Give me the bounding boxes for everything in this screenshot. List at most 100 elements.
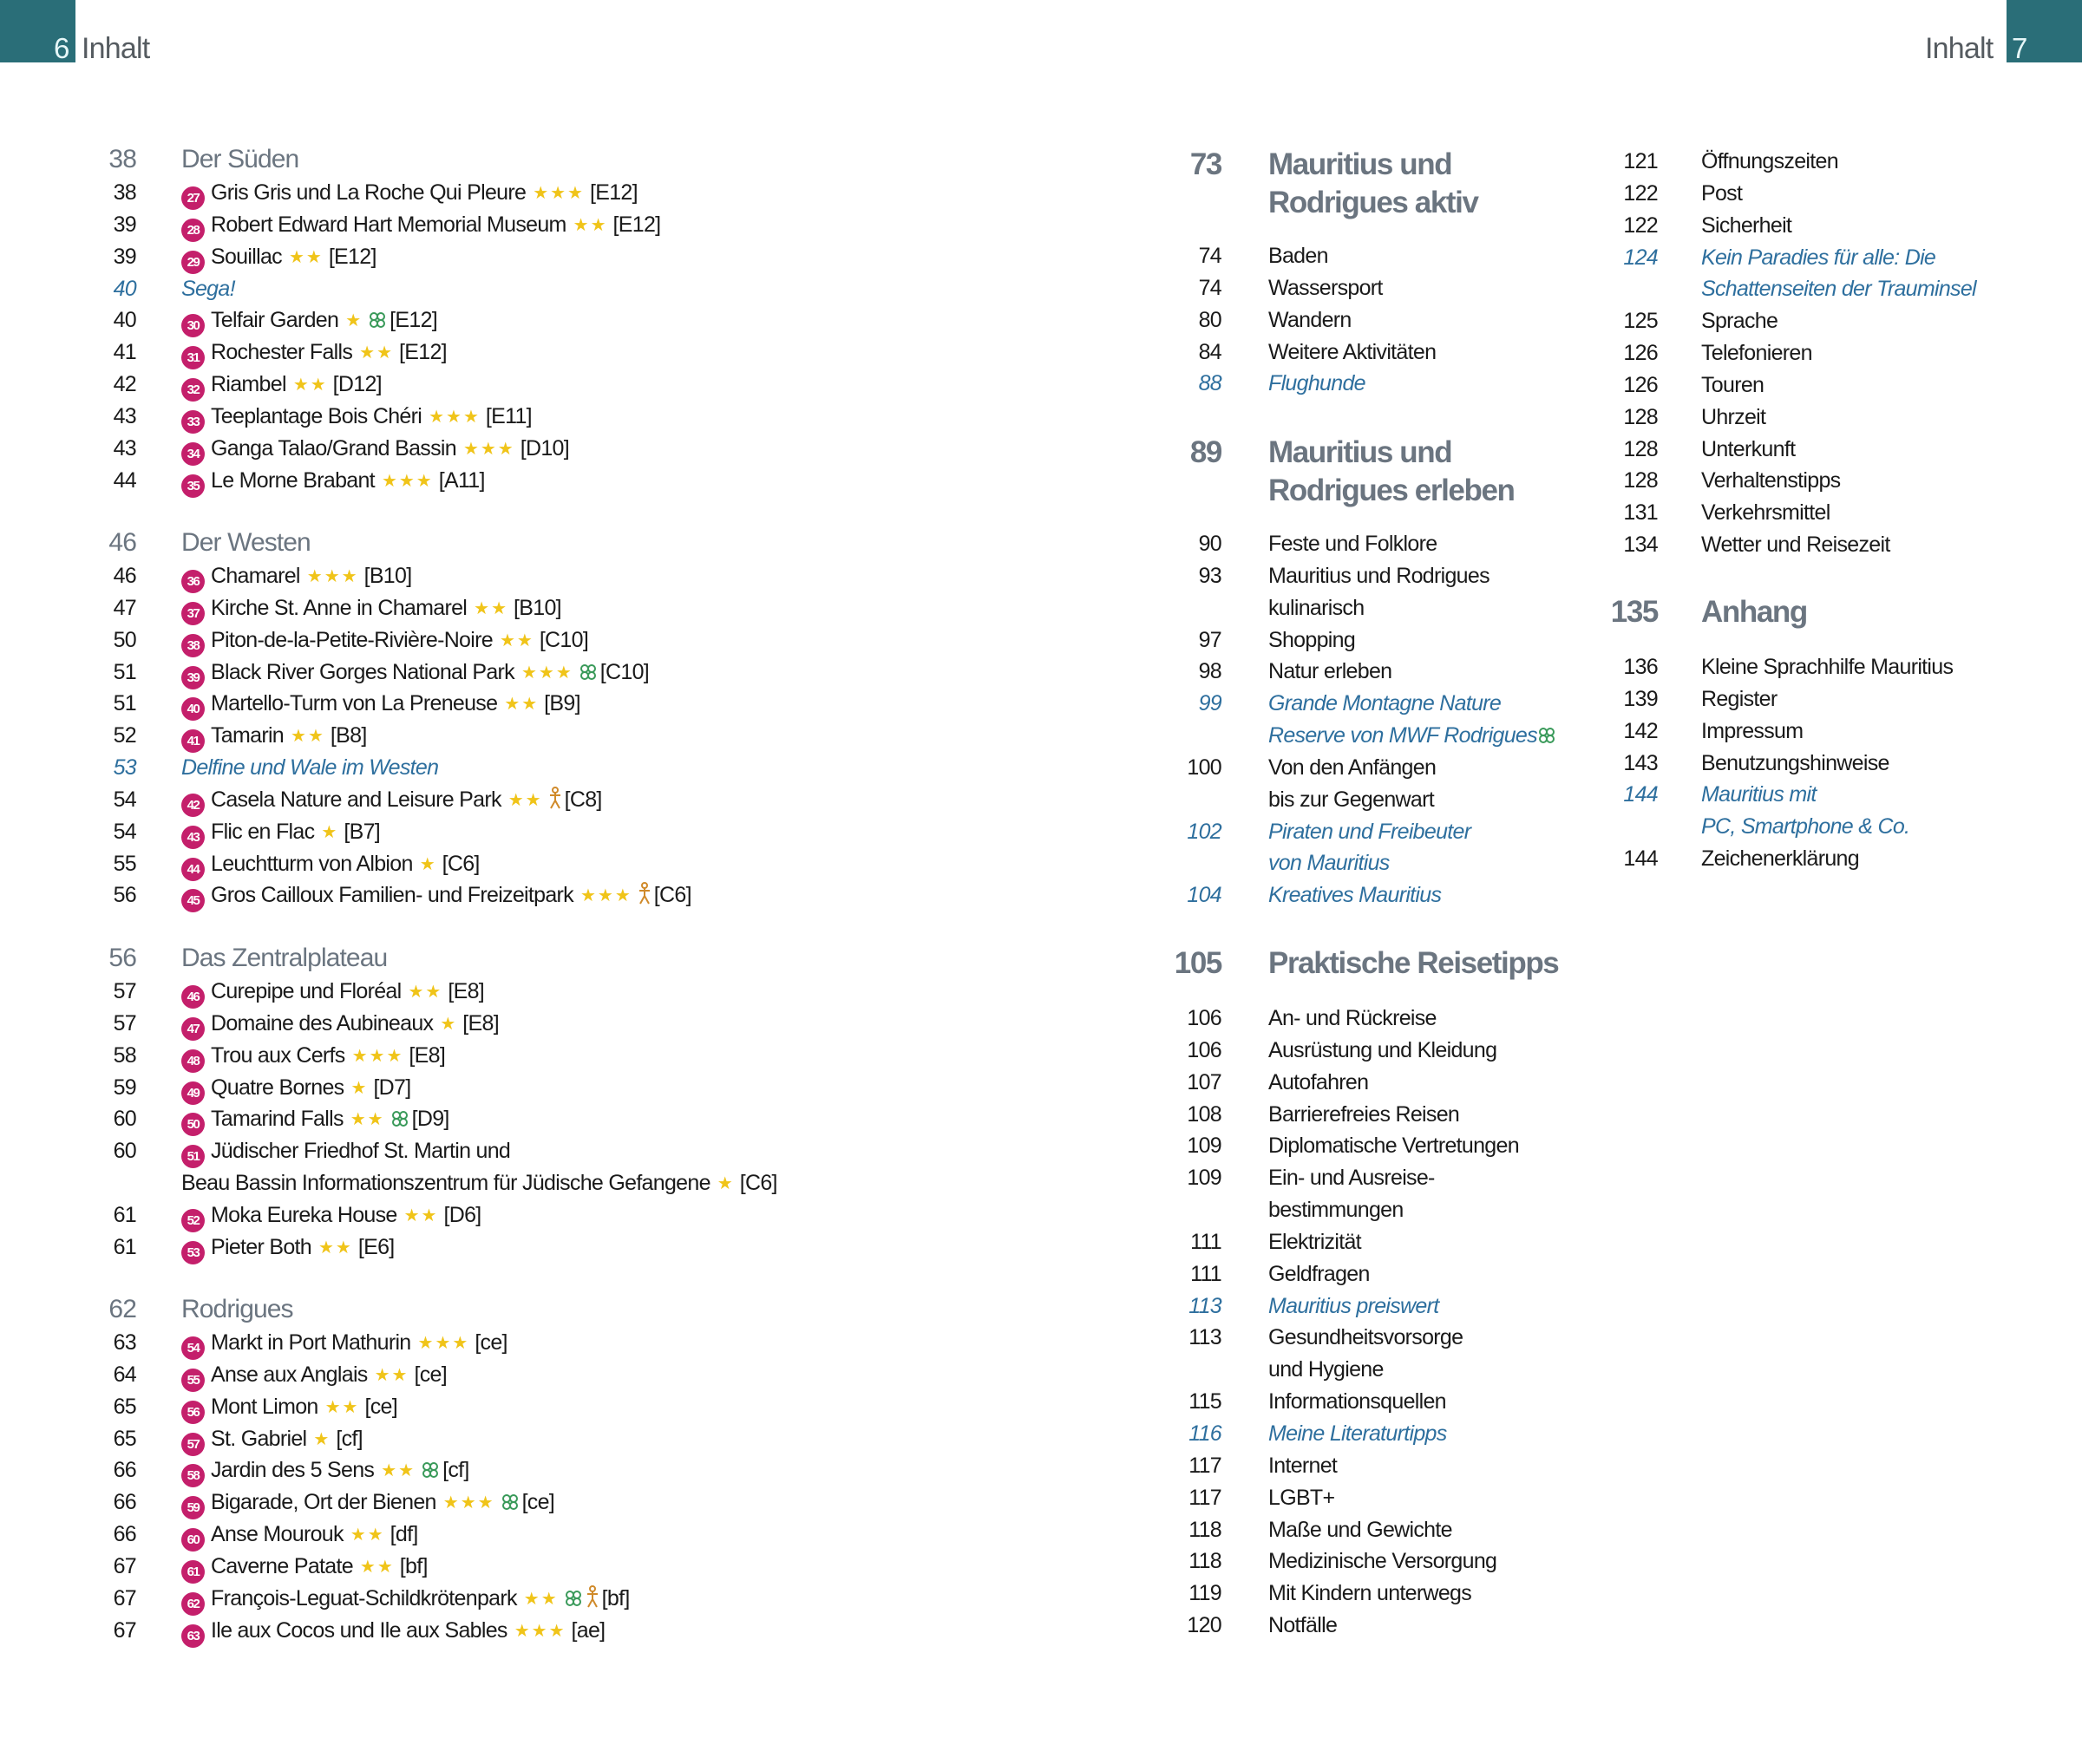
toc-entry[interactable]: 40 Sega!	[0, 273, 2082, 305]
toc-entry[interactable]: 74 Baden	[0, 240, 2082, 272]
toc-entry[interactable]: 60 51 Jüdischer Friedhof St. Martin und	[0, 1135, 2082, 1169]
toc-entry[interactable]: 128 Verhaltenstipps	[0, 465, 2082, 497]
toc-entry[interactable]: 142 Impressum	[0, 715, 2082, 748]
toc-entry[interactable]: 44 35 Le Morne Brabant ★★★ [A11]	[0, 465, 2082, 498]
toc-entry[interactable]: 66 58 Jardin des 5 Sens ★★ [cf]	[0, 1454, 2082, 1488]
toc-entry-continued[interactable]: PC, Smartphone & Co.	[0, 811, 2082, 843]
toc-entry[interactable]: 97 Shopping	[0, 624, 2082, 657]
chapter-heading[interactable]: 135 Anhang	[0, 593, 2082, 631]
toc-entry[interactable]: 38 27 Gris Gris und La Roche Qui Pleure ★★★…	[0, 177, 2082, 210]
chapter-heading[interactable]: 89 Mauritius und	[0, 434, 2082, 472]
toc-entry[interactable]: 104 Kreatives Mauritius	[0, 879, 2082, 911]
toc-entry[interactable]: 53 Delfine und Wale im Westen	[0, 752, 2082, 784]
chapter-heading[interactable]: 105 Praktische Reisetipps	[0, 944, 2082, 983]
toc-entry-continued[interactable]: bestimmungen	[0, 1194, 2082, 1226]
toc-entry[interactable]: 120 Notfälle	[0, 1610, 2082, 1642]
toc-entry[interactable]: 131 Verkehrsmittel	[0, 497, 2082, 529]
toc-entry[interactable]: 60 50 Tamarind Falls ★★ [D9]	[0, 1103, 2082, 1137]
toc-entry[interactable]: 52 41 Tamarin ★★ [B8]	[0, 720, 2082, 754]
toc-entry[interactable]: 99 Grande Montagne Nature	[0, 688, 2082, 720]
toc-entry[interactable]: 119 Mit Kindern unterwegs	[0, 1578, 2082, 1610]
toc-entry[interactable]: 121 Öffnungszeiten	[0, 146, 2082, 178]
toc-entry[interactable]: 106 Ausrüstung und Kleidung	[0, 1035, 2082, 1067]
toc-entry[interactable]: 116 Meine Literaturtipps	[0, 1418, 2082, 1450]
toc-entry[interactable]: 50 38 Piton-de-la-Petite-Rivière-Noire ★★ [C…	[0, 624, 2082, 657]
toc-entry[interactable]: 113 Gesundheitsvorsorge	[0, 1322, 2082, 1354]
toc-entry[interactable]: 51 40 Martello-Turm von La Preneuse ★★ [B9]	[0, 688, 2082, 722]
toc-entry[interactable]: 56 45 Gros Cailloux Familien- und Freizeit…	[0, 879, 2082, 913]
toc-entry[interactable]: 59 49 Quatre Bornes ★ [D7]	[0, 1072, 2082, 1105]
toc-entry[interactable]: 136 Kleine Sprachhilfe Mauritius	[0, 651, 2082, 683]
toc-entry[interactable]: 65 56 Mont Limon ★★ [ce]	[0, 1391, 2082, 1424]
toc-entry[interactable]: 108 Barrierefreies Reisen	[0, 1099, 2082, 1131]
toc-entry[interactable]: 42 32 Riambel ★★ [D12]	[0, 369, 2082, 402]
toc-entry[interactable]: 107 Autofahren	[0, 1067, 2082, 1099]
toc-entry[interactable]: 122 Post	[0, 178, 2082, 210]
toc-entry[interactable]: 124 Kein Paradies für alle: Die	[0, 242, 2082, 274]
toc-entry[interactable]: 55 44 Leuchtturm von Albion ★ [C6]	[0, 848, 2082, 881]
toc-entry[interactable]: 65 57 St. Gabriel ★ [cf]	[0, 1423, 2082, 1456]
toc-entry[interactable]: 54 42 Casela Nature and Leisure Park ★★ [C8]	[0, 784, 2082, 817]
toc-entry[interactable]: 143 Benutzungshinweise	[0, 748, 2082, 780]
toc-entry[interactable]: 64 55 Anse aux Anglais ★★ [ce]	[0, 1359, 2082, 1392]
toc-entry-continued[interactable]: Schattenseiten der Trauminsel	[0, 273, 2082, 305]
toc-entry-continued[interactable]: kulinarisch	[0, 592, 2082, 624]
toc-entry[interactable]: 57 47 Domaine des Aubineaux ★ [E8]	[0, 1008, 2082, 1041]
toc-entry[interactable]: 43 34 Ganga Talao/Grand Bassin ★★★ [D10]	[0, 433, 2082, 466]
toc-entry-continued[interactable]: Reserve von MWF Rodrigues	[0, 720, 2082, 752]
toc-entry[interactable]: 90 Feste und Folklore	[0, 528, 2082, 560]
toc-entry[interactable]: 144 Zeichenerklärung	[0, 843, 2082, 875]
toc-entry[interactable]: 117 LGBT+	[0, 1482, 2082, 1514]
toc-entry-continued[interactable]: Beau Bassin Informationszentrum für Jüdi…	[0, 1167, 2082, 1199]
toc-entry[interactable]: 100 Von den Anfängen	[0, 752, 2082, 784]
toc-entry[interactable]: 134 Wetter und Reisezeit	[0, 529, 2082, 561]
section-heading[interactable]: 62 Rodrigues	[0, 1292, 2082, 1327]
toc-entry[interactable]: 126 Touren	[0, 369, 2082, 402]
toc-entry[interactable]: 58 48 Trou aux Cerfs ★★★ [E8]	[0, 1040, 2082, 1073]
toc-entry[interactable]: 39 29 Souillac ★★ [E12]	[0, 241, 2082, 274]
toc-entry[interactable]: 61 52 Moka Eureka House ★★ [D6]	[0, 1199, 2082, 1232]
toc-entry[interactable]: 117 Internet	[0, 1450, 2082, 1482]
chapter-heading[interactable]: 73 Mauritius und	[0, 146, 2082, 184]
toc-entry[interactable]: 122 Sicherheit	[0, 210, 2082, 242]
toc-entry[interactable]: 111 Elektrizität	[0, 1226, 2082, 1258]
toc-entry[interactable]: 41 31 Rochester Falls ★★ [E12]	[0, 336, 2082, 370]
toc-entry-continued[interactable]: bis zur Gegenwart	[0, 784, 2082, 816]
toc-entry[interactable]: 63 54 Markt in Port Mathurin ★★★ [ce]	[0, 1327, 2082, 1360]
toc-entry[interactable]: 67 63 Ile aux Cocos und Ile aux Sables ★★★[…	[0, 1615, 2082, 1648]
toc-entry[interactable]: 93 Mauritius und Rodrigues	[0, 560, 2082, 592]
toc-entry[interactable]: 128 Uhrzeit	[0, 402, 2082, 434]
toc-entry[interactable]: 66 59 Bigarade, Ort der Bienen ★★★ [ce]	[0, 1486, 2082, 1520]
section-heading[interactable]: 56 Das Zentralplateau	[0, 941, 2082, 976]
toc-entry-continued[interactable]: von Mauritius	[0, 847, 2082, 879]
toc-entry[interactable]: 106 An- und Rückreise	[0, 1003, 2082, 1035]
toc-entry[interactable]: 113 Mauritius preiswert	[0, 1290, 2082, 1323]
toc-entry[interactable]: 118 Medizinische Versorgung	[0, 1545, 2082, 1578]
toc-entry[interactable]: 98 Natur erleben	[0, 656, 2082, 688]
toc-entry[interactable]: 43 33 Teeplantage Bois Chéri ★★★ [E11]	[0, 401, 2082, 434]
toc-entry[interactable]: 118 Maße und Gewichte	[0, 1514, 2082, 1546]
toc-entry[interactable]: 126 Telefonieren	[0, 337, 2082, 369]
toc-entry[interactable]: 139 Register	[0, 683, 2082, 715]
toc-entry[interactable]: 61 53 Pieter Both ★★ [E6]	[0, 1232, 2082, 1264]
toc-entry-continued[interactable]: und Hygiene	[0, 1354, 2082, 1386]
toc-entry[interactable]: 67 62 François-Leguat-Schildkrötenpark ★★ [b…	[0, 1583, 2082, 1616]
toc-entry[interactable]: 109 Ein- und Ausreise-	[0, 1162, 2082, 1194]
toc-entry[interactable]: 128 Unterkunft	[0, 434, 2082, 466]
section-heading[interactable]: 38 Der Süden	[0, 142, 2082, 177]
section-heading[interactable]: 46 Der Westen	[0, 526, 2082, 560]
toc-entry[interactable]: 46 36 Chamarel ★★★ [B10]	[0, 560, 2082, 593]
toc-entry[interactable]: 102 Piraten und Freibeuter	[0, 816, 2082, 848]
toc-entry[interactable]: 67 61 Caverne Patate ★★ [bf]	[0, 1551, 2082, 1584]
toc-entry[interactable]: 111 Geldfragen	[0, 1258, 2082, 1290]
toc-entry[interactable]: 74 Wassersport	[0, 272, 2082, 304]
toc-entry[interactable]: 80 Wandern	[0, 304, 2082, 336]
toc-entry[interactable]: 57 46 Curepipe und Floréal ★★ [E8]	[0, 976, 2082, 1009]
toc-entry[interactable]: 66 60 Anse Mourouk ★★ [df]	[0, 1519, 2082, 1552]
toc-entry[interactable]: 40 30 Telfair Garden ★ [E12]	[0, 304, 2082, 338]
toc-entry[interactable]: 39 28 Robert Edward Hart Memorial Museum ★★…	[0, 209, 2082, 242]
toc-entry[interactable]: 125 Sprache	[0, 305, 2082, 337]
toc-entry[interactable]: 144 Mauritius mit	[0, 779, 2082, 811]
toc-entry[interactable]: 47 37 Kirche St. Anne in Chamarel ★★ [B10]	[0, 592, 2082, 625]
toc-entry[interactable]: 88 Flughunde	[0, 368, 2082, 400]
